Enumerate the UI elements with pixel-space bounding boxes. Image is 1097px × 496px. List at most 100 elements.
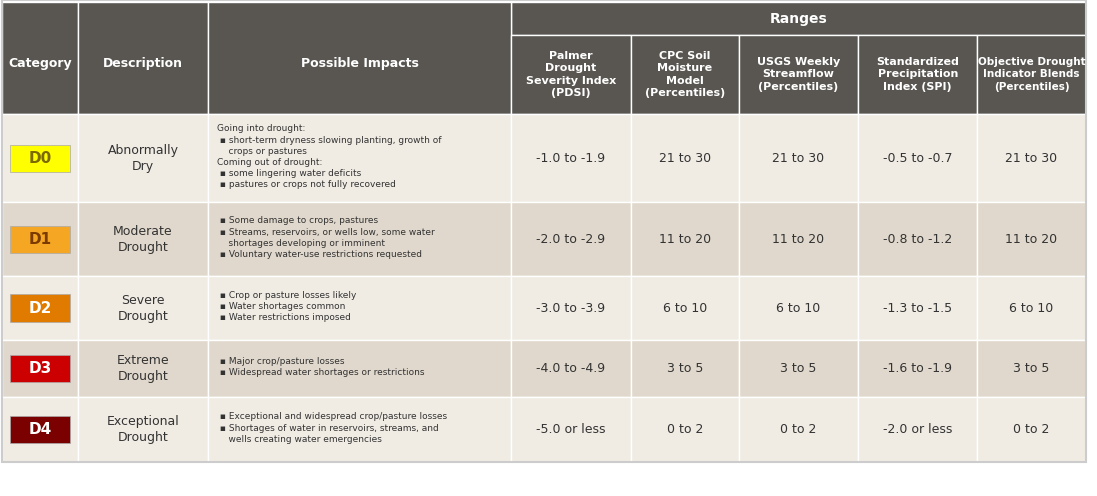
Bar — [208, 202, 511, 276]
Bar — [10, 416, 69, 443]
Text: -5.0 or less: -5.0 or less — [536, 423, 606, 436]
Text: -0.5 to -0.7: -0.5 to -0.7 — [883, 152, 952, 165]
Text: Abnormally
Dry: Abnormally Dry — [108, 144, 179, 173]
Text: -3.0 to -3.9: -3.0 to -3.9 — [536, 302, 606, 314]
Text: 21 to 30: 21 to 30 — [1006, 152, 1058, 165]
Bar — [511, 202, 631, 276]
Text: Extreme
Drought: Extreme Drought — [116, 354, 169, 383]
Bar — [78, 2, 208, 114]
Bar — [739, 35, 858, 114]
Text: -2.0 to -2.9: -2.0 to -2.9 — [536, 233, 606, 246]
Text: D3: D3 — [29, 361, 52, 376]
Bar — [858, 276, 977, 340]
Bar — [208, 397, 511, 462]
Bar — [511, 276, 631, 340]
Text: Category: Category — [8, 57, 71, 70]
Bar — [208, 340, 511, 397]
Bar — [739, 340, 858, 397]
Text: 3 to 5: 3 to 5 — [780, 362, 817, 375]
Bar — [511, 340, 631, 397]
Text: ▪ Crop or pasture losses likely
 ▪ Water shortages common
 ▪ Water restrictions : ▪ Crop or pasture losses likely ▪ Water … — [216, 291, 357, 322]
Bar — [631, 276, 739, 340]
Text: ▪ Exceptional and widespread crop/pasture losses
 ▪ Shortages of water in reserv: ▪ Exceptional and widespread crop/pastur… — [216, 413, 446, 443]
Text: Ranges: Ranges — [770, 11, 827, 26]
Bar — [977, 340, 1086, 397]
Text: 0 to 2: 0 to 2 — [780, 423, 817, 436]
Text: ▪ Some damage to crops, pastures
 ▪ Streams, reservoirs, or wells low, some wate: ▪ Some damage to crops, pastures ▪ Strea… — [216, 216, 434, 259]
Bar — [2, 114, 78, 202]
Text: -1.6 to -1.9: -1.6 to -1.9 — [883, 362, 952, 375]
Text: 3 to 5: 3 to 5 — [667, 362, 703, 375]
Bar — [10, 355, 69, 382]
Text: -0.8 to -1.2: -0.8 to -1.2 — [883, 233, 952, 246]
Bar — [78, 276, 208, 340]
Text: D4: D4 — [29, 422, 52, 437]
Text: -1.3 to -1.5: -1.3 to -1.5 — [883, 302, 952, 314]
Bar — [2, 2, 78, 114]
Bar — [78, 397, 208, 462]
Bar — [78, 202, 208, 276]
Text: D1: D1 — [29, 232, 52, 247]
Bar — [977, 114, 1086, 202]
Text: Possible Impacts: Possible Impacts — [301, 57, 419, 70]
Text: -4.0 to -4.9: -4.0 to -4.9 — [536, 362, 606, 375]
Bar — [631, 397, 739, 462]
Text: 0 to 2: 0 to 2 — [667, 423, 703, 436]
Text: 6 to 10: 6 to 10 — [777, 302, 821, 314]
Bar — [977, 276, 1086, 340]
Text: 21 to 30: 21 to 30 — [658, 152, 711, 165]
Text: Description: Description — [103, 57, 183, 70]
Bar — [208, 114, 511, 202]
Bar — [977, 35, 1086, 114]
Bar — [739, 397, 858, 462]
Bar — [739, 114, 858, 202]
Bar — [208, 276, 511, 340]
Bar — [2, 397, 78, 462]
Bar — [2, 202, 78, 276]
Text: Severe
Drought: Severe Drought — [117, 294, 168, 322]
Text: -2.0 or less: -2.0 or less — [883, 423, 952, 436]
Text: Moderate
Drought: Moderate Drought — [113, 225, 172, 253]
Text: 11 to 20: 11 to 20 — [772, 233, 825, 246]
Bar — [78, 114, 208, 202]
Bar — [631, 114, 739, 202]
Bar — [78, 340, 208, 397]
Bar — [858, 340, 977, 397]
Text: 11 to 20: 11 to 20 — [1006, 233, 1058, 246]
Bar — [511, 2, 1086, 35]
Text: CPC Soil
Moisture
Model
(Percentiles): CPC Soil Moisture Model (Percentiles) — [645, 51, 725, 98]
Bar — [858, 114, 977, 202]
Bar — [10, 226, 69, 252]
Text: ▪ Major crop/pasture losses
 ▪ Widespread water shortages or restrictions: ▪ Major crop/pasture losses ▪ Widespread… — [216, 357, 425, 377]
Text: Standardized
Precipitation
Index (SPI): Standardized Precipitation Index (SPI) — [877, 57, 959, 92]
Bar — [511, 35, 631, 114]
Text: 0 to 2: 0 to 2 — [1014, 423, 1050, 436]
Text: Going into drought:
 ▪ short-term dryness slowing planting, growth of
    crops : Going into drought: ▪ short-term dryness… — [216, 124, 441, 189]
Bar — [208, 2, 511, 114]
Bar — [631, 202, 739, 276]
Bar — [739, 202, 858, 276]
Text: 11 to 20: 11 to 20 — [658, 233, 711, 246]
Text: 6 to 10: 6 to 10 — [1009, 302, 1053, 314]
Text: -1.0 to -1.9: -1.0 to -1.9 — [536, 152, 606, 165]
Bar — [10, 295, 69, 321]
Text: Exceptional
Drought: Exceptional Drought — [106, 415, 179, 444]
Bar — [10, 145, 69, 172]
Text: D2: D2 — [29, 301, 52, 315]
Bar — [858, 202, 977, 276]
Bar — [511, 397, 631, 462]
Text: D0: D0 — [29, 151, 52, 166]
Bar — [2, 340, 78, 397]
Bar — [858, 35, 977, 114]
Text: 6 to 10: 6 to 10 — [663, 302, 706, 314]
Text: Palmer
Drought
Severity Index
(PDSI): Palmer Drought Severity Index (PDSI) — [525, 51, 617, 98]
Text: 3 to 5: 3 to 5 — [1014, 362, 1050, 375]
Bar — [977, 202, 1086, 276]
Bar — [511, 114, 631, 202]
Bar — [977, 397, 1086, 462]
Text: Objective Drought
Indicator Blends
(Percentiles): Objective Drought Indicator Blends (Perc… — [977, 57, 1085, 92]
Text: USGS Weekly
Streamflow
(Percentiles): USGS Weekly Streamflow (Percentiles) — [757, 57, 840, 92]
Bar — [631, 35, 739, 114]
Bar — [631, 340, 739, 397]
Bar — [858, 397, 977, 462]
